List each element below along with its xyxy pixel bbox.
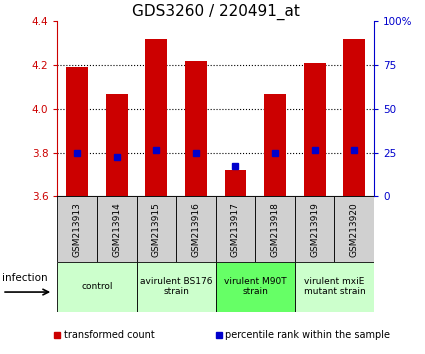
FancyBboxPatch shape bbox=[215, 262, 295, 312]
Text: GSM213916: GSM213916 bbox=[191, 202, 201, 257]
Text: GSM213917: GSM213917 bbox=[231, 202, 240, 257]
Bar bbox=[106, 93, 128, 196]
Text: GSM213920: GSM213920 bbox=[350, 202, 359, 257]
Text: percentile rank within the sample: percentile rank within the sample bbox=[225, 330, 390, 339]
FancyBboxPatch shape bbox=[57, 196, 97, 262]
Bar bbox=[304, 63, 326, 196]
Text: control: control bbox=[81, 282, 113, 291]
Title: GDS3260 / 220491_at: GDS3260 / 220491_at bbox=[132, 4, 300, 20]
Bar bbox=[224, 170, 246, 196]
FancyBboxPatch shape bbox=[334, 196, 374, 262]
FancyBboxPatch shape bbox=[255, 196, 295, 262]
Text: infection: infection bbox=[2, 273, 48, 283]
Text: GSM213914: GSM213914 bbox=[112, 202, 121, 257]
Text: transformed count: transformed count bbox=[64, 330, 155, 339]
FancyBboxPatch shape bbox=[97, 196, 136, 262]
Bar bbox=[185, 61, 207, 196]
Bar bbox=[343, 39, 365, 196]
FancyBboxPatch shape bbox=[215, 196, 255, 262]
FancyBboxPatch shape bbox=[57, 262, 136, 312]
Text: GSM213918: GSM213918 bbox=[271, 202, 280, 257]
Bar bbox=[264, 93, 286, 196]
Text: GSM213915: GSM213915 bbox=[152, 202, 161, 257]
Text: virulent M90T
strain: virulent M90T strain bbox=[224, 277, 286, 296]
FancyBboxPatch shape bbox=[136, 196, 176, 262]
FancyBboxPatch shape bbox=[295, 196, 334, 262]
Bar bbox=[66, 67, 88, 196]
Text: GSM213913: GSM213913 bbox=[73, 202, 82, 257]
FancyBboxPatch shape bbox=[176, 196, 215, 262]
FancyBboxPatch shape bbox=[136, 262, 215, 312]
Text: GSM213919: GSM213919 bbox=[310, 202, 319, 257]
Text: virulent mxiE
mutant strain: virulent mxiE mutant strain bbox=[303, 277, 366, 296]
Bar bbox=[145, 39, 167, 196]
Text: avirulent BS176
strain: avirulent BS176 strain bbox=[140, 277, 212, 296]
FancyBboxPatch shape bbox=[295, 262, 374, 312]
